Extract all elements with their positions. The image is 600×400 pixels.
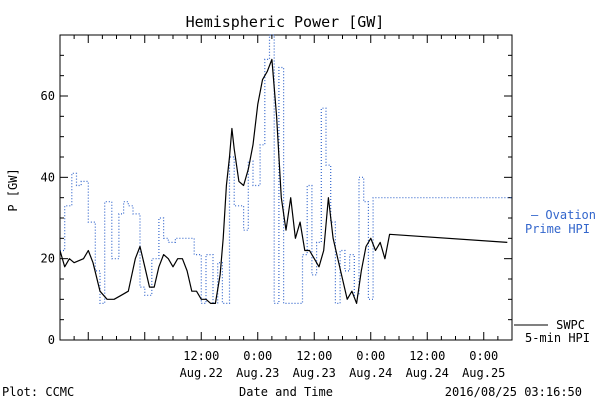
- y-tick-label: 40: [41, 170, 55, 184]
- x-tick-time-label: 0:00: [356, 349, 385, 363]
- series-line-ovation-prime: [60, 34, 512, 304]
- x-tick-date-label: Aug.25: [462, 366, 505, 380]
- x-tick-date-label: Aug.22: [180, 366, 223, 380]
- x-tick-time-label: 0:00: [469, 349, 498, 363]
- y-axis: 0 20 40 60: [41, 34, 512, 347]
- x-tick-time-label: 12:00: [409, 349, 445, 363]
- x-tick-date-label: Aug.24: [406, 366, 449, 380]
- x-tick-time-label: 12:00: [183, 349, 219, 363]
- x-tick-date-label: Aug.23: [236, 366, 279, 380]
- legend-ovation-line1: — Ovation: [531, 208, 596, 222]
- legend-ovation-line2: Prime HPI: [525, 222, 590, 236]
- series-layer: [59, 34, 512, 304]
- x-tick-date-label: Aug.23: [293, 366, 336, 380]
- plot-frame: [59, 34, 513, 341]
- footer-left-label: Plot: CCMC: [2, 385, 74, 399]
- x-tick-date-label: Aug.24: [349, 366, 392, 380]
- legend-swpc-line2: 5-min HPI: [525, 331, 590, 345]
- footer-right-label: 2016/08/25 03:16:50: [445, 385, 582, 399]
- y-tick-label: 0: [48, 333, 55, 347]
- legend-swpc-line1: SWPC: [556, 318, 585, 332]
- x-tick-time-label: 0:00: [243, 349, 272, 363]
- y-axis-label: P [GW]: [6, 168, 20, 211]
- x-axis-label: Date and Time: [239, 385, 333, 399]
- x-tick-time-label: 12:00: [296, 349, 332, 363]
- chart-title: Hemispheric Power [GW]: [186, 13, 385, 31]
- y-tick-label: 20: [41, 252, 55, 266]
- series-line-swpc: [59, 58, 508, 304]
- x-axis: 12:00 Aug.22 0:00 Aug.23 12:00 Aug.23 0:00 Aug.…: [73, 35, 505, 380]
- y-tick-label: 60: [41, 89, 55, 103]
